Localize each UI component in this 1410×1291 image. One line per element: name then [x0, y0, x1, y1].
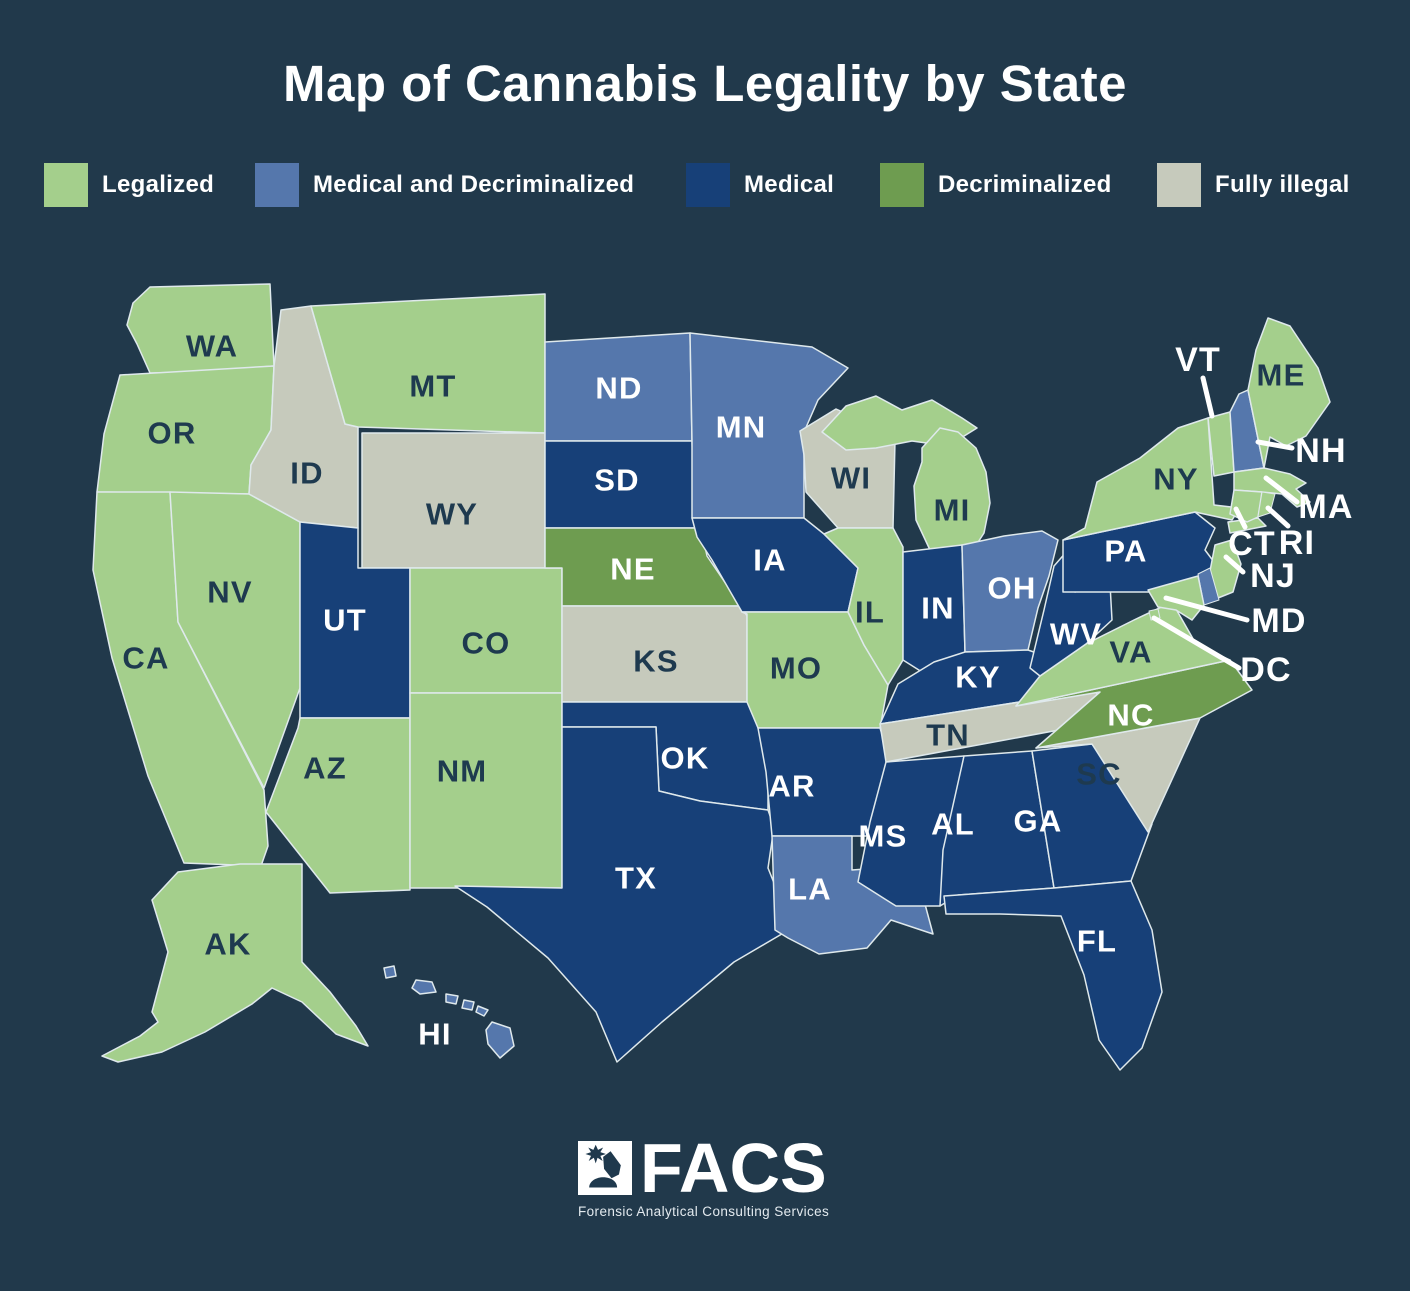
state-label-SC: SC	[1076, 757, 1121, 792]
legend-item-legalized: Legalized	[44, 163, 214, 207]
state-label-RI: RI	[1279, 524, 1315, 562]
legend-label: Fully illegal	[1215, 171, 1350, 198]
state-label-ME: ME	[1257, 358, 1306, 393]
leader-line-NJ	[1223, 554, 1246, 575]
state-label-AK: AK	[204, 927, 251, 962]
state-label-MI: MI	[934, 493, 971, 528]
state-shape-HI	[485, 1021, 515, 1059]
state-label-OH: OH	[988, 571, 1037, 606]
state-shape-NY	[1062, 417, 1241, 541]
state-label-AR: AR	[768, 769, 815, 804]
state-label-CT: CT	[1228, 525, 1276, 563]
state-label-MO: MO	[770, 651, 822, 686]
state-shape-MI	[913, 427, 991, 551]
state-label-AL: AL	[931, 807, 975, 842]
state-label-CO: CO	[462, 626, 511, 661]
legend-item-medical: Medical	[686, 163, 834, 207]
leader-line-MA	[1263, 475, 1300, 505]
facs-logo: FACS Forensic Analytical Consulting Serv…	[578, 1129, 830, 1219]
state-label-GA: GA	[1014, 804, 1063, 839]
leader-line-DC	[1151, 615, 1242, 671]
state-shape-LA	[771, 835, 934, 955]
state-label-SD: SD	[594, 463, 639, 498]
legend-swatch-legalized	[44, 163, 88, 207]
state-label-NE: NE	[610, 552, 655, 587]
state-label-FL: FL	[1077, 924, 1117, 959]
state-shape-IL	[823, 527, 904, 686]
page-title: Map of Cannabis Legality by State	[283, 55, 1127, 112]
state-label-WA: WA	[186, 329, 238, 364]
state-label-MT: MT	[409, 369, 456, 404]
state-shape-TX	[454, 726, 793, 1063]
legend-label: Legalized	[102, 171, 215, 198]
legend-swatch-medical	[686, 163, 730, 207]
legend-label: Decriminalized	[938, 171, 1112, 198]
legend-item-medical-decriminalized: Medical and Decriminalized	[255, 163, 634, 207]
leader-line-NH	[1255, 439, 1295, 451]
state-shape-MD	[1147, 575, 1205, 621]
leader-line-VT	[1200, 375, 1215, 419]
state-label-NH: NH	[1295, 432, 1347, 470]
state-label-LA: LA	[788, 872, 832, 907]
legend-swatch-fully-illegal	[1157, 163, 1201, 207]
state-label-IN: IN	[921, 591, 954, 626]
legend-swatch-medical-decriminalized	[255, 163, 299, 207]
state-label-DC: DC	[1240, 651, 1292, 689]
state-shape-MT	[310, 293, 546, 434]
state-label-NV: NV	[207, 575, 252, 610]
state-label-TN: TN	[926, 718, 970, 753]
state-label-PA: PA	[1104, 534, 1147, 569]
leader-line-MD	[1163, 595, 1250, 623]
state-label-AZ: AZ	[303, 751, 347, 786]
state-label-NC: NC	[1107, 698, 1154, 733]
legend-label: Medical and Decriminalized	[313, 171, 635, 198]
legend-item-fully-illegal: Fully illegal	[1157, 163, 1350, 207]
logo-name: FACS	[640, 1129, 827, 1207]
leader-line-RI	[1265, 505, 1291, 529]
state-label-IL: IL	[855, 595, 885, 630]
state-label-WV: WV	[1050, 617, 1102, 652]
state-shape-HI	[445, 993, 459, 1005]
state-label-MA: MA	[1298, 488, 1353, 526]
legend-item-decriminalized: Decriminalized	[880, 163, 1112, 207]
microscope-icon	[578, 1141, 632, 1195]
state-label-NY: NY	[1153, 462, 1198, 497]
legend-swatch-decriminalized	[880, 163, 924, 207]
logo-tagline: Forensic Analytical Consulting Services	[578, 1204, 830, 1219]
state-label-OR: OR	[148, 416, 197, 451]
state-label-KY: KY	[955, 660, 1000, 695]
state-label-KS: KS	[633, 644, 678, 679]
state-label-TX: TX	[615, 861, 657, 896]
state-shape-CT	[1229, 489, 1263, 523]
state-shape-HI	[475, 1005, 489, 1017]
state-label-CA: CA	[122, 641, 169, 676]
state-shape-HI	[461, 999, 475, 1011]
state-label-NM: NM	[437, 754, 488, 789]
state-label-WI: WI	[831, 461, 871, 496]
state-label-MS: MS	[859, 819, 908, 854]
leader-line-CT	[1233, 506, 1248, 530]
state-label-VT: VT	[1175, 341, 1221, 379]
state-shape-HI	[411, 979, 437, 995]
state-label-ND: ND	[595, 371, 642, 406]
state-label-ID: ID	[290, 456, 323, 491]
state-label-MD: MD	[1251, 602, 1306, 640]
state-label-VA: VA	[1109, 635, 1152, 670]
legend-label: Medical	[744, 171, 835, 198]
state-shape-NM	[409, 692, 563, 889]
state-label-MN: MN	[716, 410, 767, 445]
state-label-NJ: NJ	[1250, 557, 1296, 595]
state-label-HI: HI	[418, 1017, 451, 1052]
state-shape-ME	[1247, 317, 1331, 469]
state-shape-FL	[943, 880, 1163, 1071]
state-label-UT: UT	[323, 603, 367, 638]
state-label-WY: WY	[426, 497, 478, 532]
state-shape-HI	[383, 965, 397, 979]
state-label-IA: IA	[753, 543, 786, 578]
state-shape-AK	[101, 863, 369, 1063]
state-label-OK: OK	[661, 741, 710, 776]
state-shape-VA	[1015, 601, 1231, 707]
